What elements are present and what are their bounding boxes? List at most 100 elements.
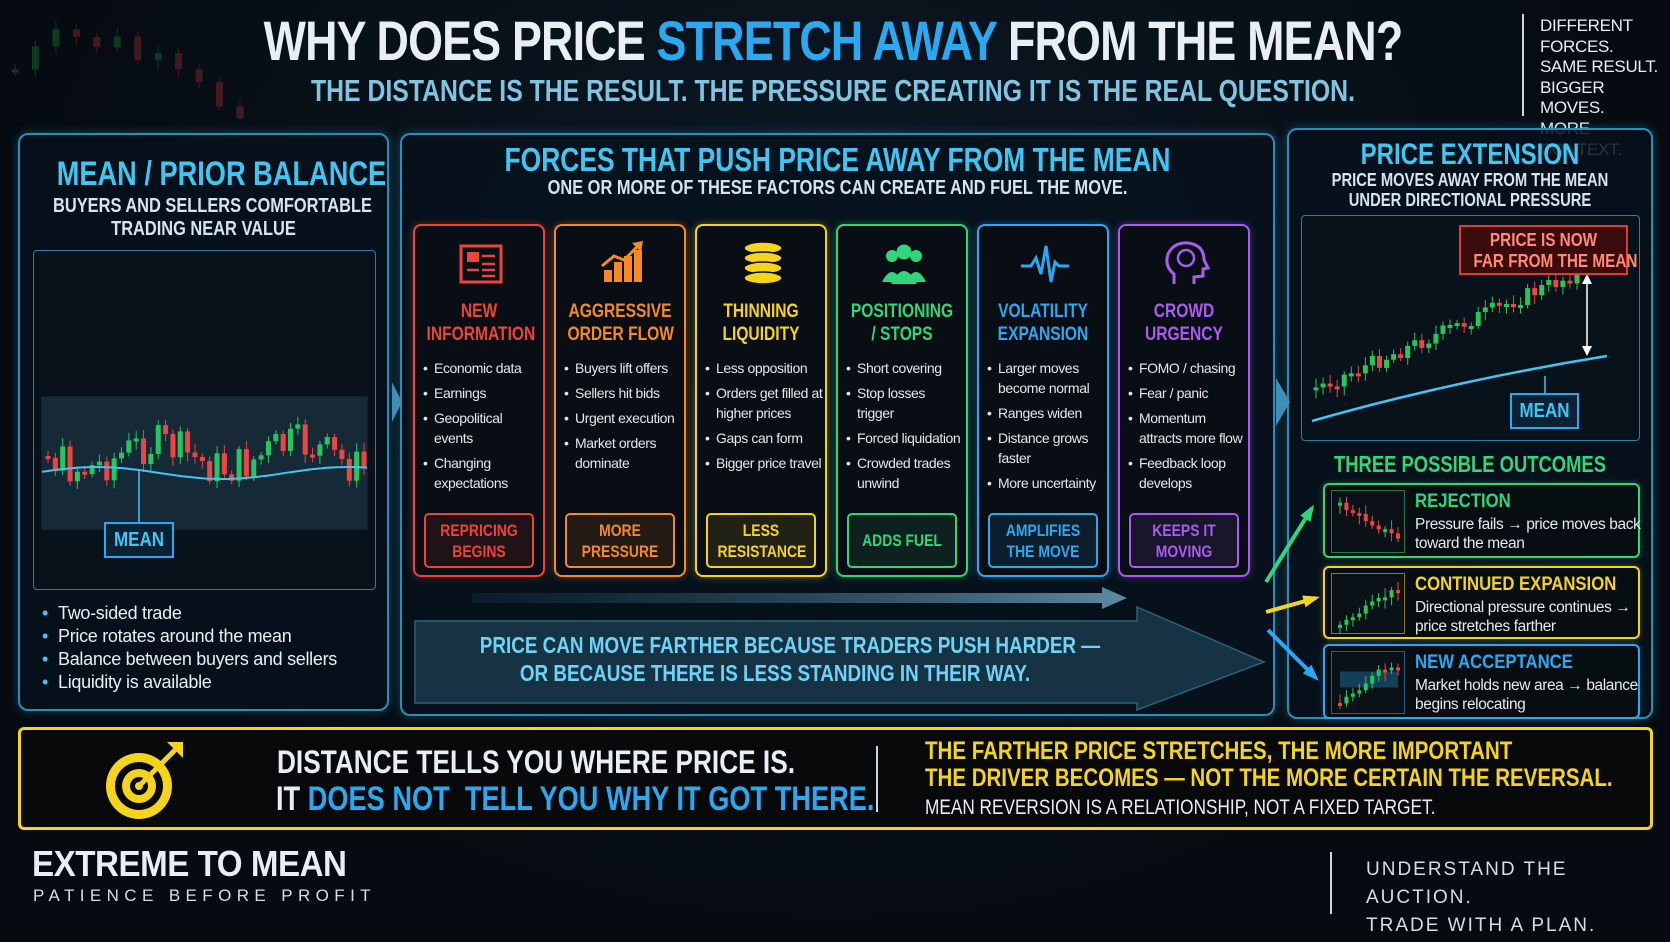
bullet-list: Two-sided tradePrice rotates around the … <box>42 602 382 694</box>
panel-title: FORCES THAT PUSH PRICE AWAY FROM THE MEA… <box>402 141 1273 179</box>
candle <box>1553 279 1559 287</box>
candle <box>31 46 39 70</box>
card-footer-line: BEGINS <box>452 541 506 561</box>
card-bullets: Buyers lift offers Sellers hit bids Urgent… <box>564 358 682 478</box>
arrow-text: PRICE CAN MOVE FARTHER BECAUSE TRADERS P… <box>415 631 1135 687</box>
candle <box>185 431 191 453</box>
candle <box>96 461 102 466</box>
card-title: POSITIONING / STOPS <box>838 300 966 346</box>
icon-part <box>634 250 642 282</box>
card-icon <box>1021 245 1069 283</box>
banner-highlight: DOES NOT TELL YOU WHY IT GOT THERE. <box>307 780 875 818</box>
icon-part <box>614 262 622 282</box>
outcome-title: NEW ACCEPTANCE <box>1415 652 1573 673</box>
candle <box>1396 590 1400 594</box>
candle <box>1376 525 1381 530</box>
card-title: VOLATILITY EXPANSION <box>979 300 1107 346</box>
subtitle-line: TRADING NEAR VALUE <box>111 218 296 240</box>
outcome-title: CONTINUED EXPANSION <box>1415 574 1617 595</box>
icon-part <box>604 270 612 282</box>
arrow-head <box>1582 346 1592 356</box>
banner: DISTANCE TELLS YOU WHERE PRICE IS. IT DO… <box>18 727 1653 830</box>
candle <box>1344 619 1349 625</box>
card-title-line: LIQUIDITY <box>722 324 800 345</box>
candle <box>243 449 249 477</box>
candle <box>295 424 301 429</box>
candle <box>111 458 117 481</box>
arrow-text-line: OR BECAUSE THERE IS LESS STANDING IN THE… <box>519 660 1031 686</box>
candle <box>192 452 198 457</box>
candle <box>1468 326 1474 330</box>
callout-line: FAR FROM THE MEAN <box>1473 251 1638 271</box>
candle <box>1503 303 1509 307</box>
chart-box: PRICE IS NOW FAR FROM THE MEAN MEAN <box>1301 215 1640 441</box>
acceptance-band <box>1340 671 1398 688</box>
candle <box>265 441 271 456</box>
subtitle-text: THE DISTANCE IS THE RESULT. THE PRESSURE… <box>310 73 1355 108</box>
card-footer-line: KEEPS IT <box>1152 520 1216 540</box>
candle <box>1433 333 1439 344</box>
candle <box>177 431 183 458</box>
candle <box>1532 288 1538 296</box>
candle <box>104 461 110 481</box>
title-text: WHY DOES PRICE <box>263 9 646 72</box>
candle <box>361 451 367 468</box>
candle <box>72 29 80 38</box>
candle <box>45 456 51 459</box>
candle <box>11 69 19 73</box>
bullet: Two-sided trade <box>42 602 382 625</box>
panel-title: PRICE EXTENSION <box>1289 138 1651 172</box>
bullet: Less opposition <box>705 358 823 378</box>
bullet: Larger moves become normal <box>987 358 1105 398</box>
card-title-line: / STOPS <box>871 324 933 345</box>
candles <box>11 21 244 120</box>
candle <box>1320 383 1326 388</box>
bullet: Gaps can form <box>705 428 823 448</box>
outcome-thumb <box>1331 651 1405 714</box>
card-footer-line: RESISTANCE <box>717 541 807 561</box>
candle <box>280 434 286 451</box>
bullet: Earnings <box>423 383 541 403</box>
bullet: Balance between buyers and sellers <box>42 648 382 671</box>
candle <box>236 106 244 119</box>
candle <box>1350 693 1355 697</box>
candle <box>1338 624 1342 628</box>
icon-part <box>601 242 642 268</box>
banner-note-text: MEAN REVERSION IS A RELATIONSHIP, NOT A … <box>925 796 1436 819</box>
candle <box>1362 365 1368 374</box>
candle <box>1389 590 1394 598</box>
bullet: Sellers hit bids <box>564 383 682 403</box>
candle <box>155 425 161 455</box>
middle-panel: FORCES THAT PUSH PRICE AWAY FROM THE MEA… <box>400 133 1275 716</box>
card-title: CROWD URGENCY <box>1120 300 1248 346</box>
subtitle-line: PRICE MOVES AWAY FROM THE MEAN <box>1331 170 1609 190</box>
bullet: Urgent execution <box>564 408 682 428</box>
card-footer: MORE PRESSURE <box>565 513 675 568</box>
outcome-text: Market holds new area → balance begins r… <box>1415 677 1638 713</box>
mean-label: MEAN <box>104 522 174 558</box>
candle <box>339 449 345 459</box>
candle <box>1350 617 1355 621</box>
candle <box>113 36 121 48</box>
candle <box>1489 302 1495 308</box>
big-arrow <box>414 605 1266 712</box>
mean-label-text: MEAN <box>113 529 165 551</box>
card-icon <box>1165 241 1210 284</box>
outcome-text: Directional pressure continues → price s… <box>1415 599 1631 635</box>
panel-title-text: MEAN / PRIOR BALANCE <box>56 155 387 193</box>
candle <box>1383 669 1388 673</box>
icon-part <box>1176 248 1196 268</box>
banner-line: DISTANCE TELLS YOU WHERE PRICE IS. <box>211 744 861 781</box>
card-title-line: EXPANSION <box>997 324 1089 345</box>
candle <box>1383 529 1388 533</box>
candle <box>324 436 330 445</box>
card-footer-line: PRESSURE <box>581 541 659 561</box>
candle <box>1376 669 1381 676</box>
background-candles <box>11 21 244 120</box>
candle <box>1370 521 1375 526</box>
card-title-line: POSITIONING <box>850 301 954 322</box>
candle <box>1391 354 1397 360</box>
bullet: Momentum attracts more flow <box>1128 408 1246 448</box>
bullet: Ranges widen <box>987 403 1105 423</box>
bullet: Economic data <box>423 358 541 378</box>
